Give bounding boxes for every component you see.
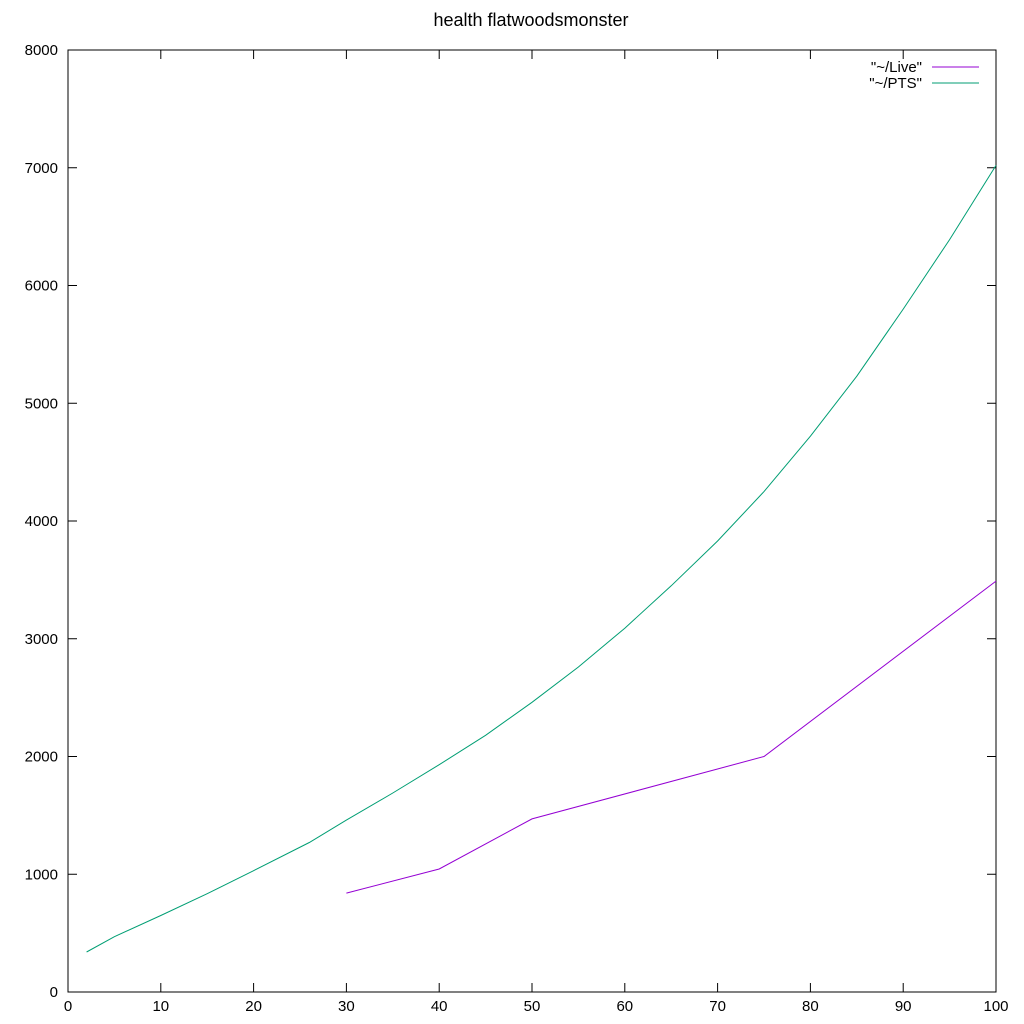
series-lines — [86, 165, 997, 953]
series-line-1 — [86, 165, 997, 953]
x-tick-label: 40 — [431, 998, 448, 1015]
y-tick-label: 2000 — [25, 749, 58, 766]
x-tick-label: 10 — [152, 998, 169, 1015]
x-tick-label: 50 — [524, 998, 541, 1015]
x-tick-label: 60 — [616, 998, 633, 1015]
y-tick-label: 8000 — [25, 42, 58, 59]
x-tick-label: 80 — [802, 998, 819, 1015]
x-tick-label: 20 — [245, 998, 262, 1015]
legend-label: "~/PTS" — [869, 75, 922, 92]
x-tick-label: 100 — [983, 998, 1008, 1015]
y-tick-label: 0 — [50, 984, 58, 1001]
x-tick-label: 70 — [709, 998, 726, 1015]
y-tick-label: 3000 — [25, 631, 58, 648]
y-tick-label: 1000 — [25, 866, 58, 883]
legend: "~/Live""~/PTS" — [869, 59, 979, 92]
y-tick-label: 5000 — [25, 395, 58, 412]
x-tick-label: 30 — [338, 998, 355, 1015]
x-axis: 0 10 20 30 40 50 60 70 80 90 100 — [64, 50, 1009, 1015]
x-tick-label: 90 — [895, 998, 912, 1015]
plot-frame — [67, 49, 997, 993]
y-tick-label: 7000 — [25, 160, 58, 177]
y-axis: 0 1000 2000 3000 4000 5000 6000 7000 8000 — [25, 42, 996, 1001]
y-tick-label: 4000 — [25, 513, 58, 530]
x-tick-label: 0 — [64, 998, 72, 1015]
legend-label: "~/Live" — [871, 59, 922, 76]
series-line-0 — [346, 580, 997, 894]
y-tick-label: 6000 — [25, 278, 58, 295]
chart-title: health flatwoodsmonster — [433, 10, 628, 30]
